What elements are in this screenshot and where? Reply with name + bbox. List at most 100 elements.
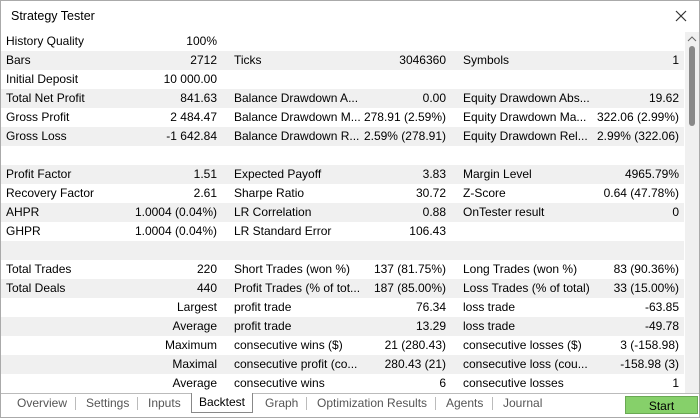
stat-label: Balance Drawdown R... (234, 129, 360, 143)
table-row: Total Trades 220 Short Trades (won %) 137 (… (1, 260, 684, 279)
stat-label: loss trade (463, 300, 516, 314)
stat-value: 1 (672, 53, 679, 67)
stat-value: 2.99% (322.06) (596, 129, 679, 143)
stat-value: 100% (186, 34, 217, 48)
stat-label: Balance Drawdown M... (234, 110, 361, 124)
stat-value: Maximal (172, 357, 217, 371)
stat-value: 4965.79% (624, 167, 679, 181)
table-row: Average consecutive wins 6 consecutive loss… (1, 374, 684, 393)
table-row (1, 146, 684, 165)
stat-value: 322.06 (2.99%) (596, 110, 679, 124)
stat-value: 841.63 (180, 91, 217, 105)
table-row: GHPR 1.0004 (0.04%) LR Standard Error 106.4… (1, 222, 684, 241)
stat-label: profit trade (234, 319, 292, 333)
stat-value: 2 484.47 (170, 110, 217, 124)
stat-value: Largest (176, 300, 217, 314)
table-row: Gross Loss -1 642.84 Balance Drawdown R...… (1, 127, 684, 146)
stat-value: 33 (15.00%) (613, 281, 679, 295)
stat-label: Loss Trades (% of total) (463, 281, 590, 295)
stat-value: 0.00 (422, 91, 446, 105)
stat-value: 2.61 (193, 186, 217, 200)
table-row: Total Net Profit 841.63 Balance Drawdown A… (1, 89, 684, 108)
stat-label: Profit Factor (6, 167, 72, 181)
stat-value: 21 (280.43) (384, 338, 446, 352)
stat-label: Bars (6, 53, 31, 67)
stat-label: profit trade (234, 300, 292, 314)
start-button[interactable]: Start (625, 396, 698, 414)
tab[interactable]: Journal (503, 396, 543, 410)
table-row: AHPR 1.0004 (0.04%) LR Correlation 0.88 OnTe… (1, 203, 684, 222)
table-row: Initial Deposit 10 000.00 (1, 70, 684, 89)
stat-label: Profit Trades (% of tot... (234, 281, 361, 295)
stat-value: 137 (81.75%) (373, 262, 446, 276)
table-row: Recovery Factor 2.61 Sharpe Ratio 30.72 Z-Sc… (1, 184, 684, 203)
stat-label: Total Trades (6, 262, 72, 276)
stat-label: Margin Level (463, 167, 532, 181)
stat-value: Average (172, 376, 217, 390)
stat-value: 0.64 (47.78%) (603, 186, 679, 200)
tab-separator (492, 397, 493, 410)
stat-label: consecutive losses ($) (463, 338, 582, 352)
table-row: Gross Profit 2 484.47 Balance Drawdown M..… (1, 108, 684, 127)
stat-label: Expected Payoff (234, 167, 322, 181)
stat-label: Gross Loss (6, 129, 67, 143)
stat-value: 6 (439, 376, 446, 390)
stat-value: 0 (672, 205, 679, 219)
stat-value: -158.98 (3) (620, 357, 679, 371)
stat-label: Z-Score (463, 186, 506, 200)
tab[interactable]: Agents (446, 396, 484, 410)
stat-label: Balance Drawdown A... (234, 91, 359, 105)
tab[interactable]: Inputs (148, 396, 181, 410)
stat-label: Long Trades (won %) (463, 262, 578, 276)
tab[interactable]: Graph (265, 396, 299, 410)
tab-separator (137, 397, 138, 410)
stat-value: 280.43 (21) (384, 357, 446, 371)
stat-value: 2.59% (278.91) (363, 129, 446, 143)
tab[interactable]: Backtest (191, 393, 253, 413)
table-row: Profit Factor 1.51 Expected Payoff 3.83 Marg… (1, 165, 684, 184)
stat-value: 19.62 (648, 91, 679, 105)
table-row: Largest profit trade 76.34 loss trade -63.85 (1, 298, 684, 317)
stat-label: Total Net Profit (6, 91, 85, 105)
tab-strip-border (1, 393, 699, 394)
stat-label: Ticks (234, 53, 262, 67)
stat-label: Equity Drawdown Ma... (463, 110, 587, 124)
stat-value: 2712 (190, 53, 217, 67)
stat-value: 1 (672, 376, 679, 390)
table-row: Maximal consecutive profit (co... 280.43 (… (1, 355, 684, 374)
tab[interactable]: Overview (17, 396, 68, 410)
tab[interactable]: Optimization Results (317, 396, 428, 410)
window-title: Strategy Tester (11, 9, 95, 23)
stat-label: Gross Profit (6, 110, 70, 124)
stat-label: consecutive loss (cou... (463, 357, 588, 371)
stat-label: Sharpe Ratio (234, 186, 305, 200)
stat-label: loss trade (463, 319, 516, 333)
stat-value: 83 (90.36%) (613, 262, 679, 276)
stat-value: -49.78 (644, 319, 679, 333)
stat-label: consecutive wins ($) (234, 338, 343, 352)
stat-value: 3 (-158.98) (620, 338, 679, 352)
tab-separator (75, 397, 76, 410)
stat-label: LR Standard Error (234, 224, 332, 238)
tab-separator (435, 397, 436, 410)
stat-value: -63.85 (644, 300, 679, 314)
stat-value: -1 642.84 (166, 129, 217, 143)
stat-label: consecutive wins (234, 376, 325, 390)
stat-label: Short Trades (won %) (234, 262, 351, 276)
scrollbar[interactable] (685, 32, 699, 393)
stat-value: Average (172, 319, 217, 333)
close-button[interactable] (675, 10, 687, 22)
stat-label: OnTester result (463, 205, 545, 219)
table-row: Bars 2712 Ticks 3046360 Symbols 1 (1, 51, 684, 70)
stat-label: LR Correlation (234, 205, 312, 219)
stat-label: Total Deals (6, 281, 66, 295)
stat-value: 3.83 (422, 167, 446, 181)
stat-value: 1.51 (193, 167, 217, 181)
stat-label: Symbols (463, 53, 510, 67)
table-row: History Quality 100% (1, 32, 684, 51)
stat-value: 1.0004 (0.04%) (134, 224, 217, 238)
tab[interactable]: Settings (86, 396, 130, 410)
table-row: Total Deals 440 Profit Trades (% of tot...… (1, 279, 684, 298)
title-bar (1, 1, 699, 32)
